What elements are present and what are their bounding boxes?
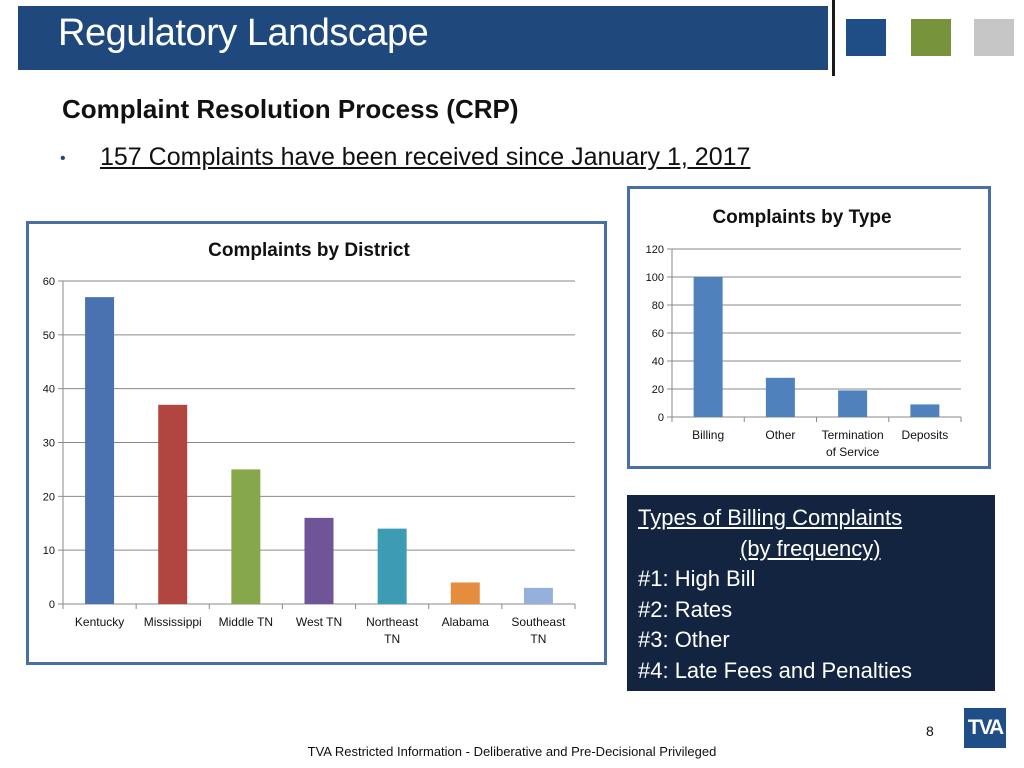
blue-square-decoration (846, 19, 886, 56)
chart-title: Complaints by District (208, 240, 410, 261)
bullet-icon: • (60, 150, 66, 167)
x-tick-label: Termination (822, 428, 884, 442)
billing-box-subtitle: (by frequency) (740, 535, 881, 561)
bar (910, 404, 940, 417)
x-tick-label: Northeast (366, 615, 419, 629)
x-tick-label: Southeast (511, 615, 566, 629)
y-tick-label: 20 (652, 384, 664, 396)
bar (158, 404, 188, 604)
bar (377, 528, 407, 604)
y-tick-label: 100 (646, 272, 664, 284)
y-tick-label: 0 (49, 599, 55, 611)
y-tick-label: 40 (652, 356, 664, 368)
x-tick-label: TN (384, 632, 400, 646)
x-tick-label: Middle TN (219, 615, 273, 629)
chart-title: Complaints by Type (712, 207, 891, 228)
bar (450, 582, 480, 604)
x-tick-label: Kentucky (75, 615, 124, 629)
y-tick-label: 60 (43, 276, 55, 288)
y-tick-label: 120 (646, 244, 664, 256)
x-tick-label: of Service (826, 445, 880, 459)
district-chart-panel: Complaints by District 0 10 20 30 40 50 60 Kentu… (26, 221, 607, 665)
billing-complaints-box: Types of Billing Complaints (by frequenc… (627, 495, 995, 691)
green-square-decoration (911, 19, 951, 56)
billing-item: #2: Rates (638, 596, 733, 622)
tva-logo: TVA (964, 708, 1006, 748)
y-tick-label: 60 (652, 328, 664, 340)
district-chart: Complaints by District 0 10 20 30 40 50 60 Kentu… (43, 240, 576, 646)
footer-disclaimer: TVA Restricted Information - Deliberativ… (307, 744, 717, 759)
billing-item: #1: High Bill (638, 566, 756, 591)
bar (765, 377, 795, 417)
billing-item: #3: Other (638, 627, 730, 652)
section-subtitle: Complaint Resolution Process (CRP) (62, 94, 519, 124)
bar (304, 517, 334, 604)
x-tick-label: West TN (296, 615, 342, 629)
y-tick-label: 40 (43, 384, 55, 396)
bar (85, 297, 115, 604)
x-tick-label: Alabama (442, 615, 490, 629)
x-tick-label: TN (530, 632, 546, 646)
page-number: 8 (926, 723, 934, 739)
gray-square-decoration (974, 19, 1014, 56)
type-chart-panel: Complaints by Type 0 20 40 60 80 100 120 Billing… (627, 186, 991, 469)
slide-title: Regulatory Landscape (58, 12, 429, 54)
bar (838, 390, 868, 417)
bullet-text: 157 Complaints have been received since … (100, 143, 751, 171)
header-bar: Regulatory Landscape (18, 6, 828, 70)
type-chart: Complaints by Type 0 20 40 60 80 100 120 Billing… (646, 207, 962, 459)
y-tick-label: 0 (658, 412, 664, 424)
header-divider (832, 0, 835, 76)
x-tick-label: Other (765, 428, 795, 442)
bar (231, 469, 261, 604)
x-tick-label: Deposits (902, 428, 949, 442)
x-tick-label: Mississippi (144, 615, 202, 629)
bar (523, 587, 553, 604)
y-tick-label: 10 (43, 545, 55, 557)
y-tick-label: 50 (43, 330, 55, 342)
bar (693, 277, 723, 417)
y-tick-label: 30 (43, 438, 55, 450)
x-tick-label: Billing (692, 428, 724, 442)
y-tick-label: 20 (43, 491, 55, 503)
billing-box-title: Types of Billing Complaints (638, 505, 903, 530)
billing-item: #4: Late Fees and Penalties (638, 657, 912, 683)
y-tick-label: 80 (652, 300, 664, 312)
